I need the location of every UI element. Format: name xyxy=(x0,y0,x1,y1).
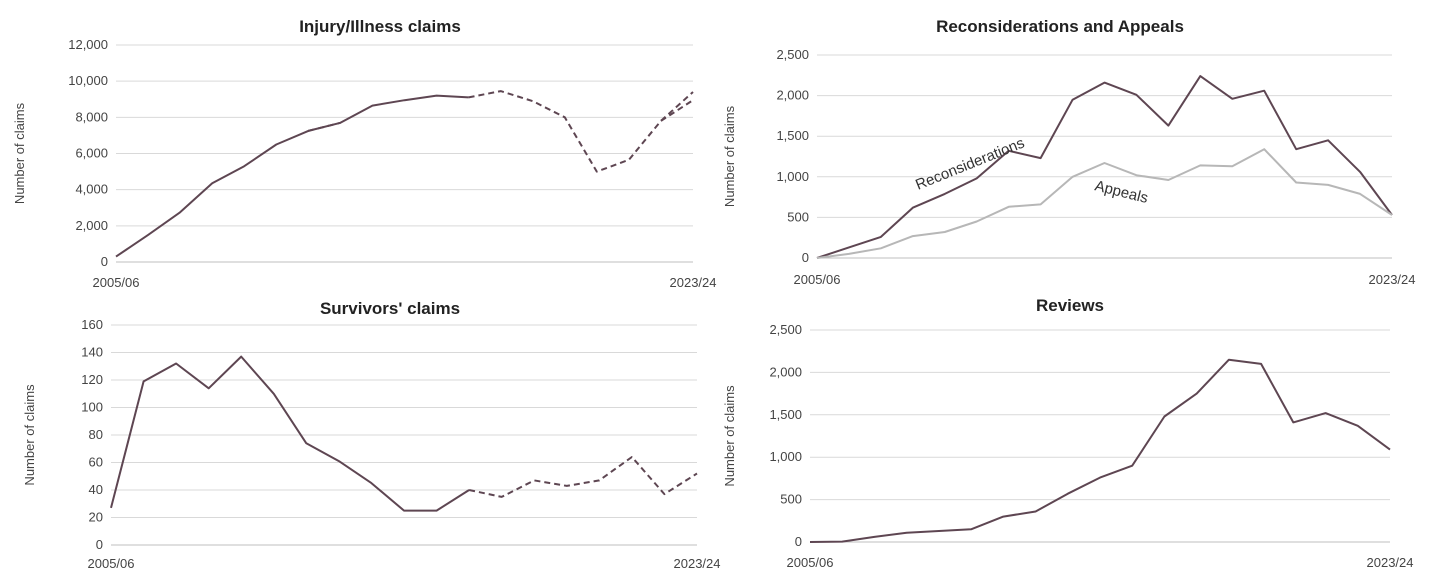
y-tick-label: 160 xyxy=(81,317,103,332)
x-tick-label-first: 2005/06 xyxy=(88,556,135,571)
chart-title: Injury/Illness claims xyxy=(299,17,461,36)
y-tick-label: 40 xyxy=(89,482,103,497)
y-tick-label: 120 xyxy=(81,372,103,387)
y-tick-label: 1,500 xyxy=(776,128,809,143)
y-tick-label: 8,000 xyxy=(75,109,108,124)
y-axis-label: Number of claims xyxy=(722,105,737,207)
y-axis-label: Number of claims xyxy=(722,385,737,487)
y-tick-label: 140 xyxy=(81,345,103,360)
y-tick-label: 0 xyxy=(802,250,809,265)
y-tick-label: 80 xyxy=(89,427,103,442)
y-tick-label: 10,000 xyxy=(68,73,108,88)
series-label-0: Reconsiderations xyxy=(913,135,1027,194)
chart-title: Reconsiderations and Appeals xyxy=(936,17,1184,36)
y-tick-label: 2,000 xyxy=(75,218,108,233)
chart-svg-0: Injury/Illness claims 0 2,000 4,000 6,000 8,0… xyxy=(12,17,717,290)
y-tick-label: 4,000 xyxy=(75,182,108,197)
x-tick-label-last: 2023/24 xyxy=(1367,555,1414,570)
x-tick-label-last: 2023/24 xyxy=(1369,272,1416,287)
y-tick-label: 2,000 xyxy=(776,88,809,103)
series-label-1: Appeals xyxy=(1093,177,1150,207)
chart-svg-2: Survivors' claims 0 20 40 60 80 100 120 140 160 Nu… xyxy=(22,299,721,571)
series-line-0 xyxy=(809,358,1391,543)
y-tick-label: 2,500 xyxy=(769,322,802,337)
y-tick-label: 1,000 xyxy=(776,169,809,184)
series-line-0 xyxy=(110,355,470,512)
chart-title: Survivors' claims xyxy=(320,299,460,318)
y-tick-label: 1,000 xyxy=(769,449,802,464)
chart-svg-1: Reconsiderations and Appeals 0 500 1,000 1,5… xyxy=(722,17,1416,287)
y-tick-label: 1,500 xyxy=(769,407,802,422)
x-tick-label-first: 2005/06 xyxy=(787,555,834,570)
chart-reconsiderations-appeals: Reconsiderations and Appeals 0 500 1,000 1,5… xyxy=(720,0,1432,290)
y-tick-label: 100 xyxy=(81,400,103,415)
y-tick-label: 0 xyxy=(795,534,802,549)
y-tick-label: 6,000 xyxy=(75,146,108,161)
series-line-1 xyxy=(308,90,694,173)
x-tick-label-first: 2005/06 xyxy=(794,272,841,287)
chart-svg-3: Reviews 0 500 1,000 1,500 2,000 2,500 Number of… xyxy=(722,296,1414,570)
y-tick-label: 60 xyxy=(89,455,103,470)
series-line-1 xyxy=(816,148,1393,259)
x-tick-label-last: 2023/24 xyxy=(670,275,717,290)
y-tick-label: 2,500 xyxy=(776,47,809,62)
y-tick-label: 500 xyxy=(780,492,802,507)
chart-reviews: Reviews 0 500 1,000 1,500 2,000 2,500 Number of… xyxy=(720,290,1432,571)
y-tick-label: 0 xyxy=(101,254,108,269)
chart-title: Reviews xyxy=(1036,296,1104,315)
y-axis-label: Number of claims xyxy=(12,102,27,204)
y-tick-label: 12,000 xyxy=(68,37,108,52)
x-tick-label-last: 2023/24 xyxy=(674,556,721,571)
y-tick-label: 0 xyxy=(96,537,103,552)
x-tick-label-first: 2005/06 xyxy=(93,275,140,290)
chart-injury-illness: Injury/Illness claims 0 2,000 4,000 6,000 8,0… xyxy=(0,0,720,290)
y-tick-label: 20 xyxy=(89,510,103,525)
y-axis-label: Number of claims xyxy=(22,384,37,486)
chart-survivors-claims: Survivors' claims 0 20 40 60 80 100 120 140 160 Nu… xyxy=(0,290,721,571)
y-tick-label: 2,000 xyxy=(769,364,802,379)
series-line-0 xyxy=(115,94,469,258)
y-tick-label: 500 xyxy=(787,209,809,224)
series-line-2 xyxy=(660,99,694,122)
series-line-0 xyxy=(816,75,1393,259)
